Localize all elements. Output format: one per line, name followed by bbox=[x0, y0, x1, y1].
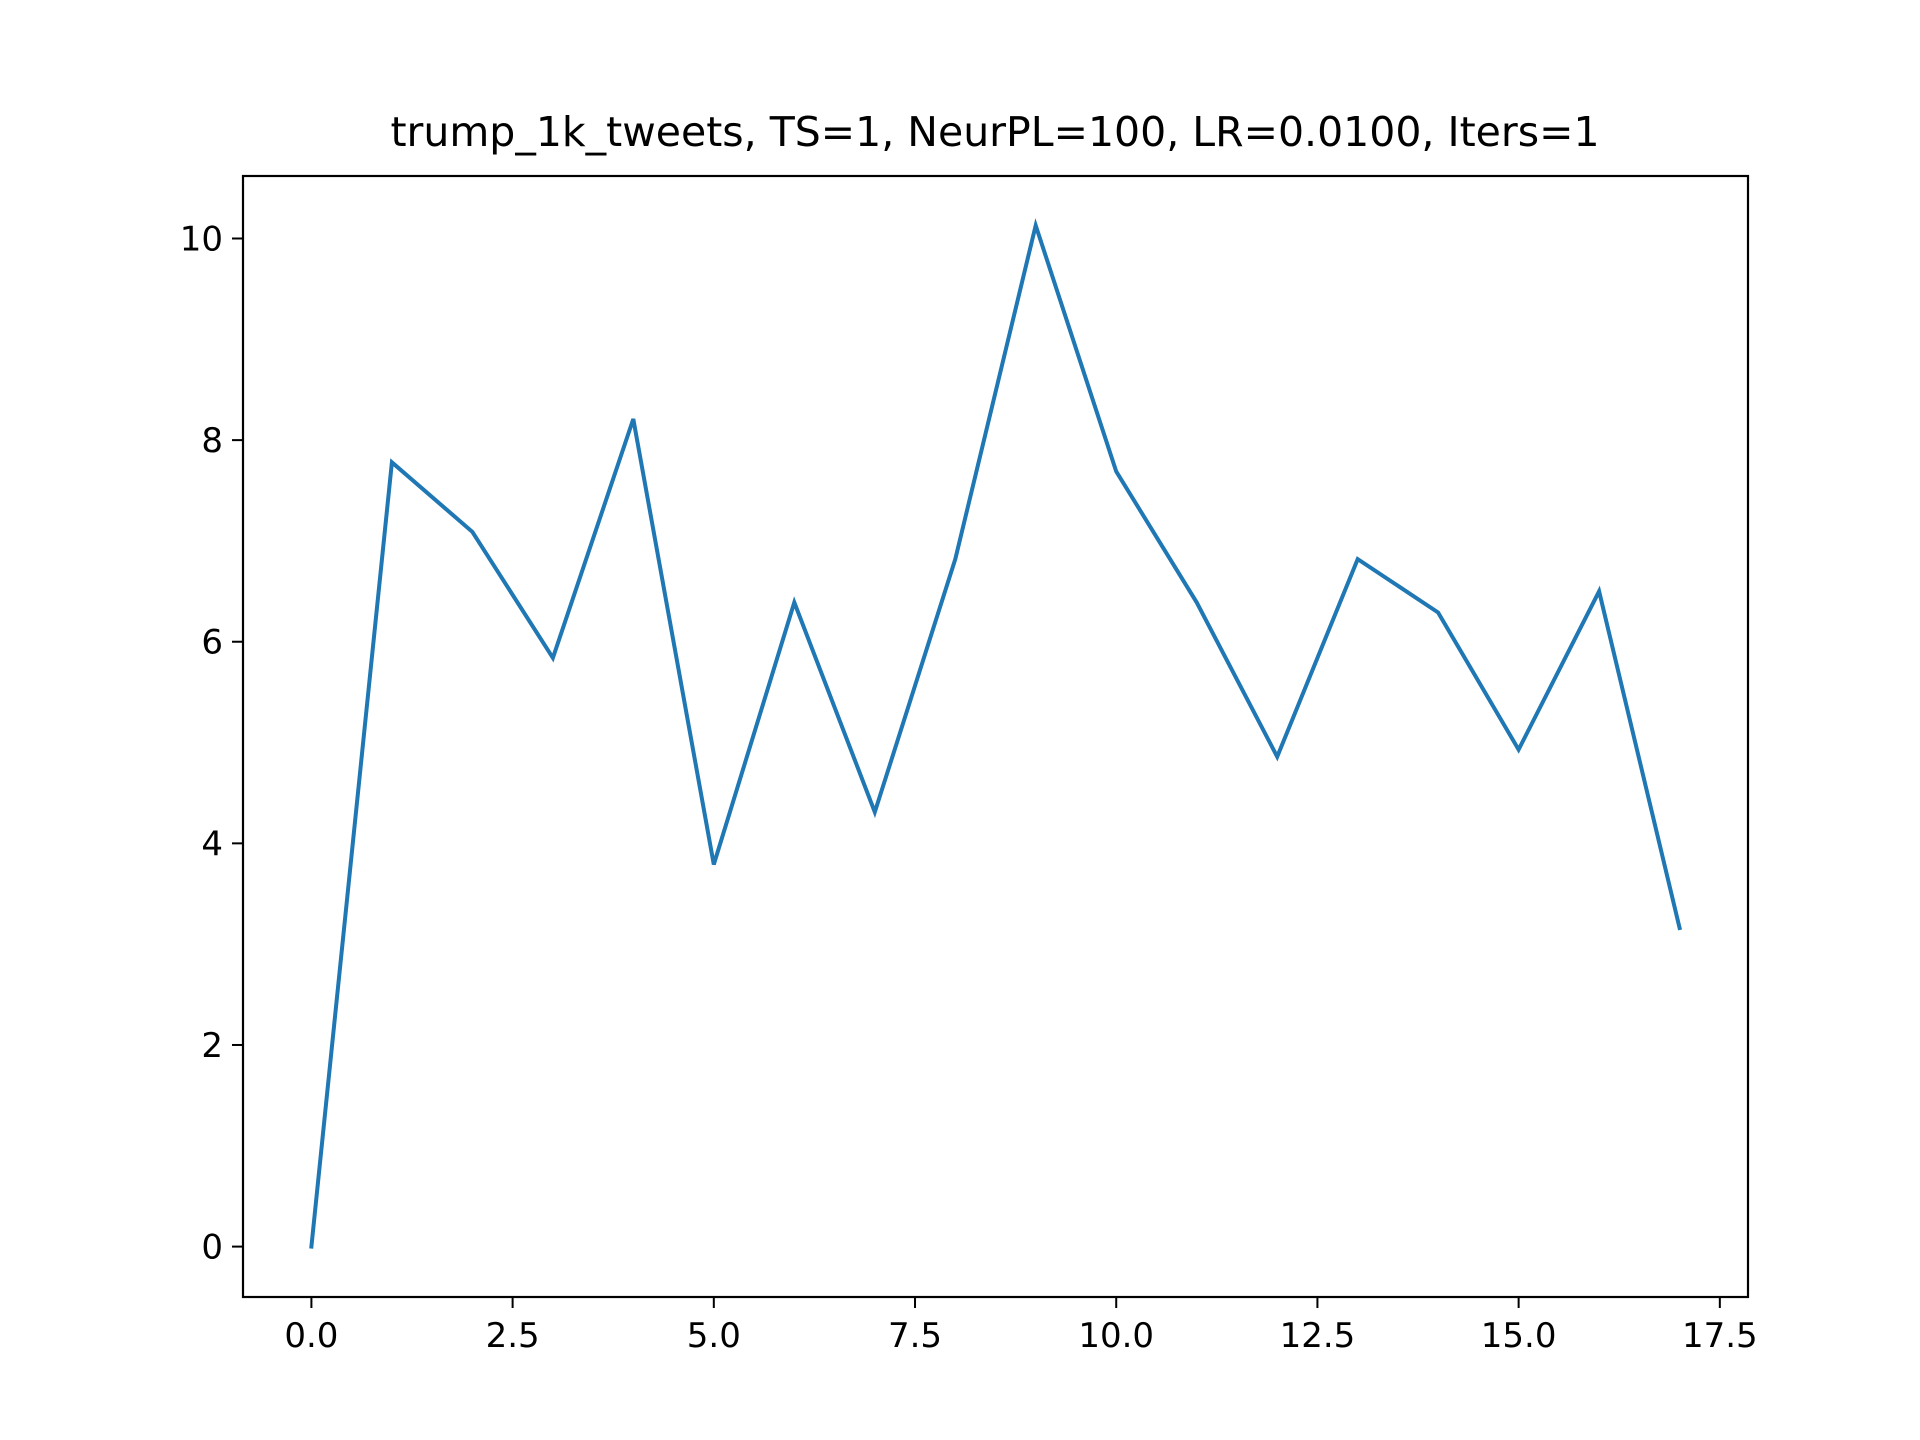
x-axis: 0.0 2.5 5.0 7.5 10.0 12.5 15.0 17.5 bbox=[284, 1297, 1758, 1356]
plot-frame bbox=[241, 174, 1750, 1299]
y-tick-label: 8 bbox=[201, 421, 223, 461]
y-tick-label: 2 bbox=[201, 1026, 223, 1066]
x-tick-label: 0.0 bbox=[284, 1316, 338, 1356]
x-tick-label: 5.0 bbox=[687, 1316, 741, 1356]
x-tick-label: 10.0 bbox=[1078, 1316, 1154, 1356]
y-tick-label: 0 bbox=[201, 1228, 223, 1268]
x-tick-label: 12.5 bbox=[1280, 1316, 1356, 1356]
y-axis: 0 2 4 6 8 10 bbox=[180, 220, 243, 1268]
x-tick-label: 17.5 bbox=[1682, 1316, 1758, 1356]
x-tick-label: 7.5 bbox=[888, 1316, 942, 1356]
y-tick-label: 6 bbox=[201, 623, 223, 663]
x-tick-label: 15.0 bbox=[1481, 1316, 1557, 1356]
y-tick-label: 10 bbox=[180, 220, 223, 260]
chart-title: trump_1k_tweets, TS=1, NeurPL=100, LR=0.… bbox=[390, 108, 1599, 156]
x-tick-label: 2.5 bbox=[486, 1316, 540, 1356]
y-tick-label: 4 bbox=[201, 824, 223, 864]
series-group bbox=[309, 218, 1683, 1249]
series-line-0 bbox=[309, 218, 1683, 1249]
